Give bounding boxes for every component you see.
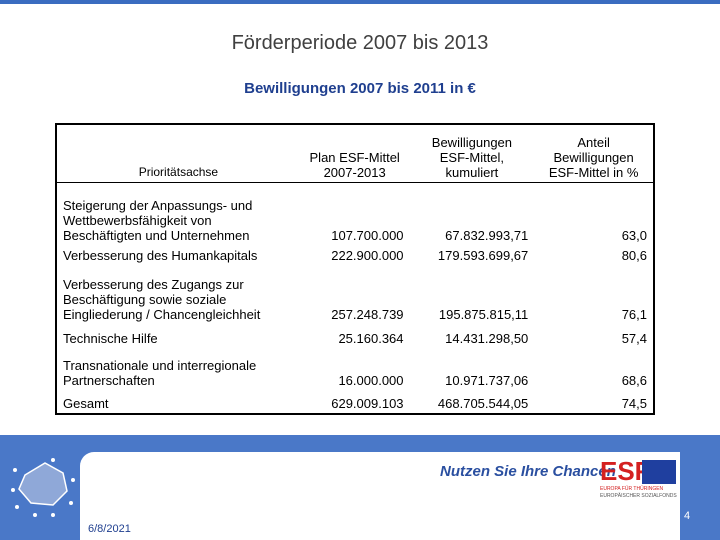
row-label: Steigerung der Anpassungs- und Wettbewer… [63, 197, 253, 243]
cell: 195.875.815,11 [438, 306, 529, 322]
cell: 468.705.544,05 [437, 395, 529, 411]
cell: 57,4 [621, 330, 647, 346]
cell: 67.832.993,71 [445, 227, 529, 243]
cell: 179.593.699,67 [437, 247, 529, 263]
page-number: 4 [684, 510, 691, 522]
cell: 10.971.737,06 [445, 372, 529, 388]
top-bar [0, 0, 720, 4]
row-label: Technische Hilfe [63, 330, 158, 346]
cell: 63,0 [621, 227, 647, 243]
table-row: Verbesserung des Zugangs zur Beschäftigu… [56, 265, 654, 324]
slogan: Nutzen Sie Ihre Chancen [440, 463, 616, 480]
column-header: Prioritätsachse [56, 124, 300, 183]
cell: 222.900.000 [331, 247, 404, 263]
column-header: Plan ESF-Mittel 2007-2013 [299, 124, 410, 183]
cell: 629.009.103 [331, 395, 404, 411]
cell: 257.248.739 [331, 306, 404, 322]
cell: 76,1 [621, 306, 647, 322]
table-row: Steigerung der Anpassungs- und Wettbewer… [56, 183, 654, 245]
column-header: Bewilligungen ESF-Mittel, kumuliert [409, 124, 535, 183]
logo-map [11, 458, 75, 517]
subtitle: Bewilligungen 2007 bis 2011 in € [244, 80, 476, 97]
cell: 16.000.000 [338, 372, 404, 388]
date: 6/8/2021 [88, 523, 131, 535]
title: Förderperiode 2007 bis 2013 [231, 32, 489, 54]
row-label: Gesamt [63, 395, 109, 411]
table-row: Verbesserung des Humankapitals 222.900.00… [56, 245, 654, 265]
cell: 68,6 [621, 372, 647, 388]
table-row: Technische Hilfe 25.160.364 14.431.298,50 5… [56, 324, 654, 348]
logo-line1: EUROPA FÜR THÜRINGEN [600, 486, 664, 492]
eu-flag [642, 460, 676, 484]
table-row: Transnationale und interregionale Partne… [56, 348, 654, 390]
cell: 107.700.000 [331, 227, 404, 243]
cell: 14.431.298,50 [445, 330, 529, 346]
table: Prioritätsachse Plan ESF-Mittel 2007-2013… [55, 123, 655, 415]
column-header: Anteil Bewilligungen ESF-Mittel in % [534, 124, 654, 183]
row-label: Verbesserung des Zugangs zur Beschäftigu… [63, 276, 261, 322]
row-label: Transnationale und interregionale Partne… [63, 357, 257, 388]
row-label: Verbesserung des Humankapitals [63, 247, 258, 263]
cell: 74,5 [621, 395, 647, 411]
cell: 80,6 [621, 247, 647, 263]
cell: 25.160.364 [338, 330, 404, 346]
table-row: Gesamt 629.009.103 468.705.544,05 74,5 [56, 390, 654, 414]
logo-line2: EUROPÄISCHER SOZIALFONDS [600, 493, 677, 499]
footer-panel [80, 452, 680, 540]
